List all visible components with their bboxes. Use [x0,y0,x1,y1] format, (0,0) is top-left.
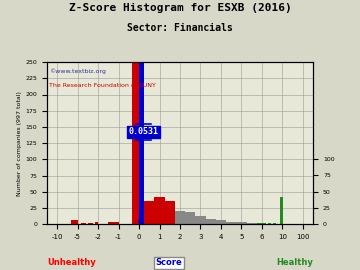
Text: Z-Score Histogram for ESXB (2016): Z-Score Histogram for ESXB (2016) [69,3,291,13]
Bar [257,223,263,224]
Bar [206,219,216,224]
Bar [71,220,77,224]
Bar [280,197,283,224]
Text: The Research Foundation of SUNY: The Research Foundation of SUNY [49,83,156,88]
Text: Score: Score [156,258,183,267]
Bar [132,63,139,224]
Bar [154,197,165,224]
Bar [185,212,195,224]
Bar [226,221,237,224]
Text: Healthy: Healthy [276,258,313,267]
Text: ©www.textbiz.org: ©www.textbiz.org [49,69,106,74]
Bar [175,211,185,224]
Text: Sector: Financials: Sector: Financials [127,23,233,33]
Bar [108,221,118,224]
Bar [247,223,257,224]
Y-axis label: Number of companies (997 total): Number of companies (997 total) [17,91,22,195]
Bar [144,201,154,224]
Bar [165,201,175,224]
Bar [195,216,206,224]
Bar [139,63,144,224]
Text: Unhealthy: Unhealthy [47,258,95,267]
Bar [88,223,93,224]
Bar [216,220,226,224]
Text: 0.0531: 0.0531 [129,127,159,136]
Bar [95,222,98,224]
Bar [237,222,247,224]
